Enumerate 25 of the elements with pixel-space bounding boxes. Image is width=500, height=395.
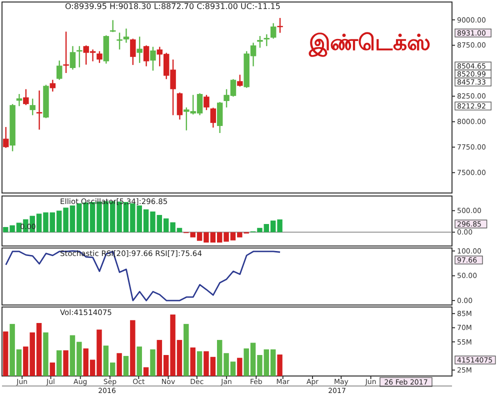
candlestick [36, 90, 42, 130]
candlestick [56, 60, 62, 80]
candlestick [216, 101, 223, 134]
candlestick [204, 94, 210, 111]
candlestick [3, 126, 9, 148]
candlestick [136, 36, 142, 64]
candlestick [150, 46, 156, 72]
candlestick [130, 38, 136, 66]
candlestick [76, 46, 82, 68]
candlestick [257, 35, 263, 48]
candlestick [50, 79, 56, 92]
annotation: இண்டெக்ஸ் [308, 31, 431, 57]
candlestick [143, 44, 150, 67]
candlestick [96, 50, 102, 64]
candlestick [264, 34, 270, 47]
candlestick [270, 22, 276, 40]
candlestick [176, 92, 183, 120]
candlestick [210, 107, 216, 128]
candlestick [23, 88, 29, 106]
candlestick [70, 46, 76, 70]
line-series [5, 250, 281, 302]
candlestick [123, 28, 130, 44]
candlestick [237, 74, 243, 88]
candlestick [30, 98, 36, 116]
chart-title: O:8939.95 H:9018.30 L:8872.70 C:8931.00 UC:-11.15 [65, 2, 280, 11]
